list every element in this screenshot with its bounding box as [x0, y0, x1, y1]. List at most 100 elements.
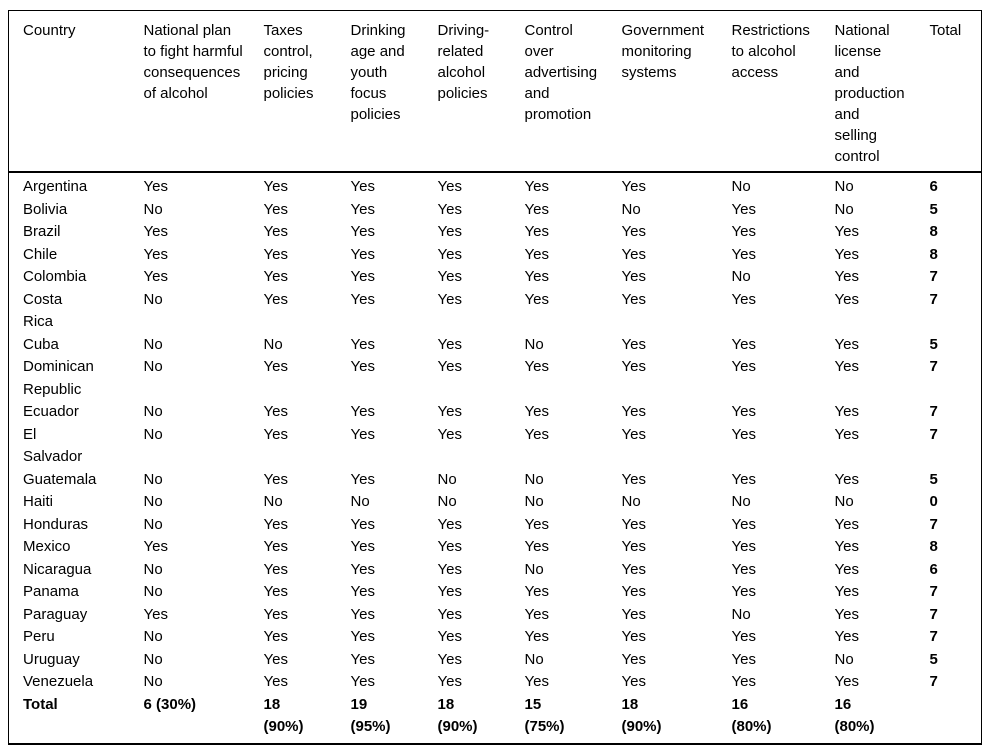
policy-cell-taxes-pricing: Yes — [263, 583, 288, 600]
policy-cell-monitoring-systems: Yes — [621, 335, 646, 353]
total-cell-restrictions-access: 16 (80%) — [731, 695, 772, 736]
column-header-restrictions-access: Restrictions to alcohol access — [731, 10, 835, 173]
country-cell: Venezuela — [23, 673, 94, 690]
total-cell-advertising-control: 15 (75%) — [524, 695, 565, 736]
total-cell-taxes-pricing: 18 (90%) — [263, 695, 304, 736]
country-cell: Paraguay — [23, 605, 88, 623]
policy-cell-advertising-control: Yes — [524, 358, 549, 375]
policy-cell-license-production: No — [834, 493, 854, 510]
policy-cell-advertising-control: Yes — [524, 425, 549, 443]
policy-cell-driving-related: Yes — [437, 223, 462, 240]
table-row: El Salvador No Yes Yes Yes Yes Yes Yes Yes 7 — [9, 424, 982, 469]
policy-cell-license-production: No — [834, 650, 854, 668]
policy-cell-restrictions-access: Yes — [731, 290, 756, 308]
policy-cell-advertising-control: No — [524, 493, 544, 510]
policy-cell-license-production: Yes — [834, 538, 859, 555]
table-row: Uruguay No Yes Yes Yes No Yes Yes No 5 — [9, 649, 982, 672]
policy-cell-monitoring-systems: Yes — [621, 403, 646, 420]
row-total-cell: 7 — [929, 358, 938, 375]
policy-cell-national-plan: No — [143, 470, 163, 488]
policy-cell-license-production: Yes — [834, 560, 859, 578]
row-total-cell: 5 — [929, 650, 938, 668]
table-row: Guatemala No Yes Yes No No Yes Yes Yes 5 — [9, 469, 982, 492]
policy-cell-restrictions-access: Yes — [731, 560, 756, 578]
policy-cell-restrictions-access: Yes — [731, 358, 756, 375]
policy-cell-drinking-age: Yes — [350, 425, 375, 443]
policy-cell-drinking-age: Yes — [350, 223, 375, 240]
policy-cell-driving-related: Yes — [437, 515, 462, 533]
policy-cell-advertising-control: No — [524, 650, 544, 668]
column-header-taxes-pricing: Taxes control, pricing policies — [263, 10, 351, 173]
row-total-cell: 7 — [929, 268, 938, 285]
policy-cell-license-production: Yes — [834, 628, 859, 645]
policy-cell-national-plan: No — [143, 403, 163, 420]
policy-cell-national-plan: No — [143, 560, 163, 578]
table-row: Chile Yes Yes Yes Yes Yes Yes Yes Yes 8 — [9, 244, 982, 267]
policy-cell-monitoring-systems: Yes — [621, 358, 646, 375]
policy-cell-driving-related: Yes — [437, 583, 462, 600]
policy-cell-drinking-age: Yes — [350, 268, 375, 285]
row-total-cell: 7 — [929, 628, 938, 645]
table-row: Costa Rica No Yes Yes Yes Yes Yes Yes Yes 7 — [9, 289, 982, 334]
policy-cell-taxes-pricing: Yes — [263, 560, 288, 578]
table-row: Honduras No Yes Yes Yes Yes Yes Yes Yes 7 — [9, 514, 982, 537]
total-cell-license-production: 16 (80%) — [834, 695, 875, 736]
policy-cell-restrictions-access: Yes — [731, 200, 756, 218]
policy-cell-taxes-pricing: Yes — [263, 538, 288, 555]
policy-cell-restrictions-access: Yes — [731, 470, 756, 488]
country-cell: Nicaragua — [23, 560, 92, 578]
country-cell: Haiti — [23, 493, 54, 510]
policy-cell-driving-related: Yes — [437, 178, 462, 195]
policy-cell-advertising-control: Yes — [524, 605, 549, 623]
policy-cell-national-plan: Yes — [143, 268, 168, 285]
column-header-national-plan: National plan to fight harmful consequen… — [143, 10, 264, 173]
policy-cell-driving-related: Yes — [437, 605, 462, 623]
policy-cell-drinking-age: Yes — [350, 200, 375, 218]
policy-cell-taxes-pricing: Yes — [263, 358, 288, 375]
policy-cell-advertising-control: Yes — [524, 515, 549, 533]
row-total-cell: 0 — [929, 493, 938, 510]
country-cell: Ecuador — [23, 403, 79, 420]
total-row: Total 6 (30%) 18 (90%) 19 (95%) 18 (90%) 15 (… — [9, 694, 982, 744]
policy-cell-advertising-control: Yes — [524, 628, 549, 645]
country-cell: Cuba — [23, 335, 59, 353]
table-row: Haiti No No No No No No No No 0 — [9, 491, 982, 514]
policy-cell-drinking-age: Yes — [350, 605, 375, 623]
policy-cell-driving-related: Yes — [437, 425, 462, 443]
policy-cell-driving-related: Yes — [437, 268, 462, 285]
policy-cell-monitoring-systems: Yes — [621, 268, 646, 285]
policy-cell-driving-related: Yes — [437, 358, 462, 375]
policy-cell-license-production: No — [834, 200, 854, 218]
policy-cell-taxes-pricing: Yes — [263, 673, 288, 690]
policy-cell-taxes-pricing: Yes — [263, 470, 288, 488]
policy-cell-drinking-age: Yes — [350, 673, 375, 690]
policy-cell-monitoring-systems: Yes — [621, 538, 646, 555]
policy-cell-taxes-pricing: Yes — [263, 268, 288, 285]
policy-cell-license-production: Yes — [834, 515, 859, 533]
policy-cell-taxes-pricing: No — [263, 493, 283, 510]
policy-cell-license-production: No — [834, 178, 854, 195]
column-header-total: Total — [929, 10, 982, 173]
policy-cell-advertising-control: No — [524, 560, 544, 578]
policy-cell-taxes-pricing: Yes — [263, 178, 288, 195]
policy-cell-restrictions-access: Yes — [731, 673, 756, 690]
table-row: Dominican Republic No Yes Yes Yes Yes Yes Yes Ye… — [9, 356, 982, 401]
total-cell-drinking-age: 19 (95%) — [350, 695, 391, 736]
policy-cell-license-production: Yes — [834, 425, 859, 443]
row-total-cell: 7 — [929, 425, 938, 443]
policy-cell-taxes-pricing: Yes — [263, 245, 288, 263]
policy-cell-advertising-control: Yes — [524, 245, 549, 263]
policy-cell-restrictions-access: Yes — [731, 515, 756, 533]
policy-cell-restrictions-access: Yes — [731, 403, 756, 420]
policy-cell-national-plan: No — [143, 493, 163, 510]
policy-cell-taxes-pricing: Yes — [263, 515, 288, 533]
policy-cell-drinking-age: Yes — [350, 583, 375, 600]
policy-cell-monitoring-systems: Yes — [621, 245, 646, 263]
row-total-cell: 7 — [929, 403, 938, 420]
column-header-monitoring-systems: Government monitoring systems — [621, 10, 732, 173]
column-header-country: Country — [8, 10, 144, 173]
policy-cell-drinking-age: Yes — [350, 245, 375, 263]
row-total-cell: 5 — [929, 200, 938, 218]
policy-cell-national-plan: No — [143, 650, 163, 668]
